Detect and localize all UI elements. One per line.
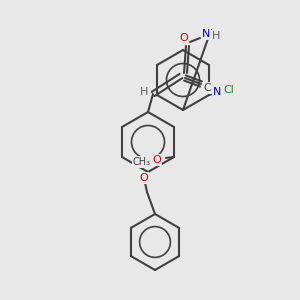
- Text: O: O: [153, 155, 161, 165]
- Text: N: N: [202, 29, 210, 39]
- Text: H: H: [140, 87, 148, 97]
- Text: Cl: Cl: [224, 85, 234, 95]
- Text: CH₃: CH₃: [133, 157, 151, 167]
- Text: C: C: [203, 83, 211, 93]
- Text: O: O: [180, 33, 188, 43]
- Text: H: H: [212, 31, 220, 41]
- Text: O: O: [140, 173, 148, 183]
- Text: N: N: [213, 87, 221, 97]
